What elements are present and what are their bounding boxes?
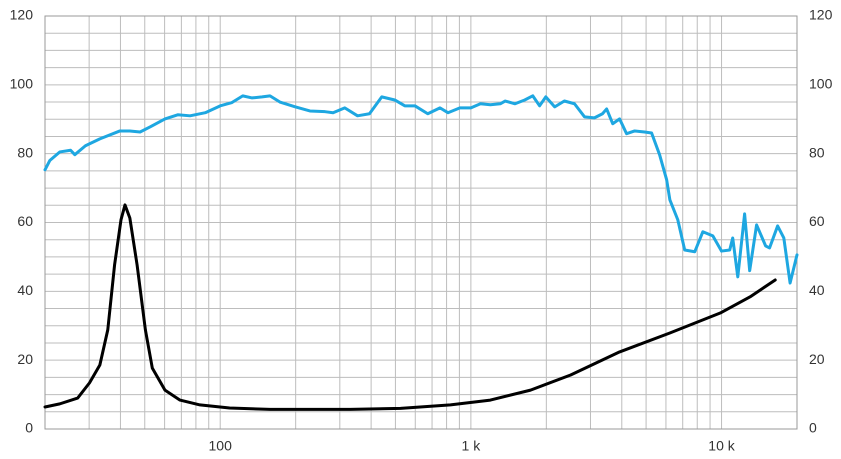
y-tick-label: 80 bbox=[17, 144, 33, 160]
series-line bbox=[43, 203, 777, 411]
y2-tick-label: 40 bbox=[809, 282, 825, 298]
y-tick-label: 100 bbox=[10, 76, 34, 92]
y-tick-label: 40 bbox=[17, 282, 33, 298]
y-tick-label: 0 bbox=[25, 420, 33, 436]
x-tick-label: 10 k bbox=[708, 438, 735, 454]
y-tick-label: 120 bbox=[10, 7, 34, 23]
y2-tick-label: 100 bbox=[809, 76, 833, 92]
x-tick-label: 1 k bbox=[462, 438, 482, 454]
y2-tick-label: 0 bbox=[809, 420, 817, 436]
series-line bbox=[43, 94, 799, 285]
y-tick-label: 60 bbox=[17, 213, 33, 229]
y2-tick-label: 80 bbox=[809, 144, 825, 160]
x-tick-label: 100 bbox=[209, 438, 233, 454]
y2-tick-label: 60 bbox=[809, 213, 825, 229]
y2-tick-label: 20 bbox=[809, 351, 825, 367]
y2-tick-label: 120 bbox=[809, 7, 833, 23]
plot-frame bbox=[44, 15, 798, 430]
y-tick-label: 20 bbox=[17, 351, 33, 367]
